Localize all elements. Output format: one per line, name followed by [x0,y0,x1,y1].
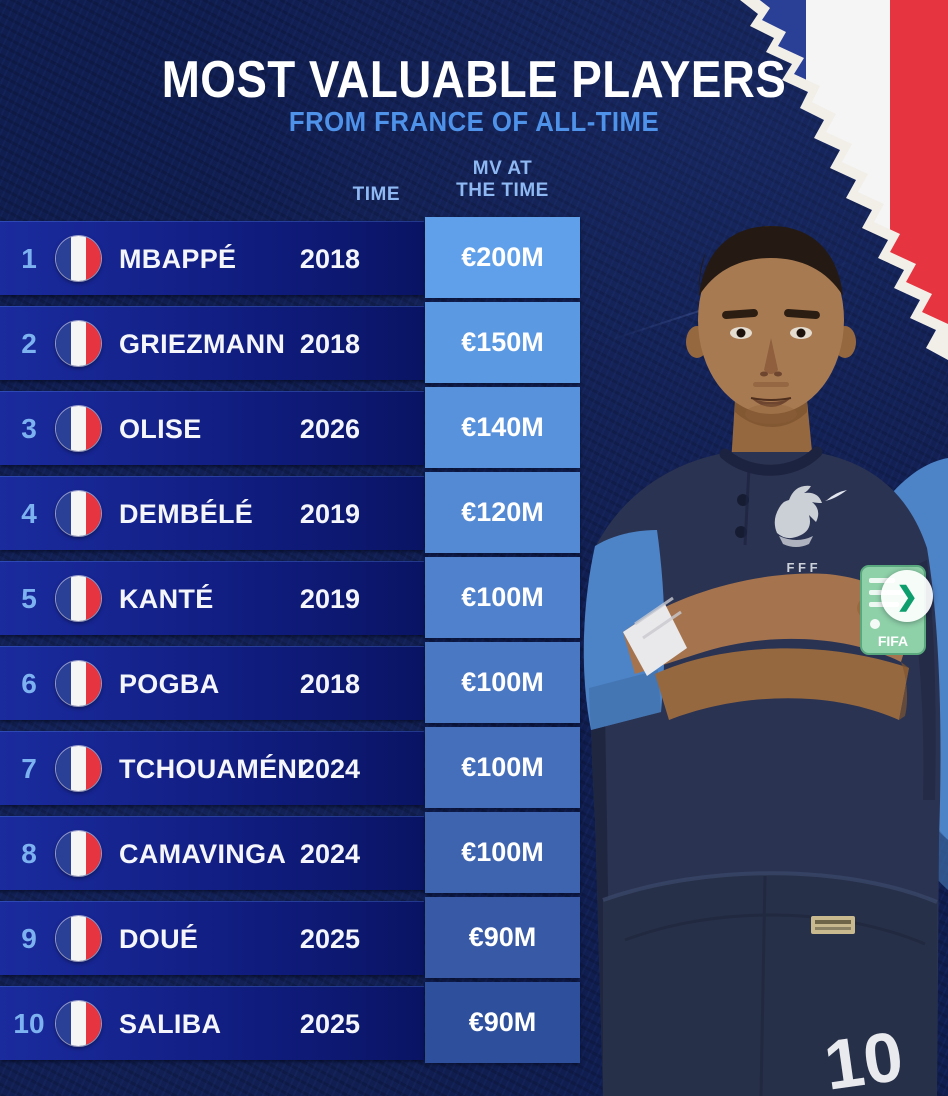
time-value: 2025 [299,1009,360,1039]
market-value-cell: €90M [425,897,580,978]
player-head [686,226,856,424]
time-value: 2025 [299,924,360,954]
rank-label: 7 [21,753,37,784]
market-value-cell: €100M [425,727,580,808]
page-title: MOST VALUABLE PLAYERS [161,51,787,109]
france-flag-icon [56,491,101,536]
jersey-collar [719,446,823,476]
time-value: 2018 [299,329,360,359]
page-subtitle: FROM FRANCE OF ALL-TIME [288,106,660,137]
time-value: 2024 [299,839,360,869]
france-flag-icon [56,236,101,281]
table-row: 2 GRIEZMANN 2018 €150M [0,302,583,383]
table-row: 1 MBAPPÉ 2018 €200M [0,217,583,298]
players-table: 1 MBAPPÉ 2018 €200M 2 GRIEZMANN 2018 €15… [0,217,583,1071]
player-name: KANTÉ [119,584,214,614]
rank-label: 5 [21,583,37,614]
table-row: 4 DEMBÉLÉ 2019 €120M [0,472,583,553]
table-row-main: 6 POGBA 2018 [0,646,424,720]
rank-label: 2 [21,328,37,359]
rank-label: 10 [13,1008,45,1039]
time-value: 2019 [299,499,360,529]
time-value: 2024 [299,754,360,784]
jersey-number: 10 [820,1017,908,1096]
table-row-main: 8 CAMAVINGA 2024 [0,816,424,890]
market-value-cell: €90M [425,982,580,1063]
table-row: 10 SALIBA 2025 €90M [0,982,583,1063]
france-flag-icon [56,406,101,451]
player-name: MBAPPÉ [119,244,237,274]
table-row: 3 OLISE 2026 €140M [0,387,583,468]
table-row-main: 10 SALIBA 2025 [0,986,424,1060]
table-row-main: 5 KANTÉ 2019 [0,561,424,635]
rank-label: 1 [21,243,37,274]
market-value-cell: €120M [425,472,580,553]
table-row-main: 3 OLISE 2026 [0,391,424,465]
player-shorts: 10 [602,871,938,1096]
carousel-next-button[interactable]: ❯ [881,570,933,622]
player-name: SALIBA [119,1009,222,1039]
rank-label: 8 [21,838,37,869]
table-row-main: 9 DOUÉ 2025 [0,901,424,975]
table-row-main: 7 TCHOUAMÉNI 2024 [0,731,424,805]
player-name: CAMAVINGA [119,839,287,869]
table-row: 5 KANTÉ 2019 €100M [0,557,583,638]
market-value-cell: €100M [425,812,580,893]
table-row: 9 DOUÉ 2025 €90M [0,897,583,978]
rank-label: 3 [21,413,37,444]
column-header-mv: MV AT THE TIME [425,158,580,202]
time-value: 2019 [299,584,360,614]
france-flag-icon [56,576,101,621]
player-name: TCHOUAMÉNI [119,754,305,784]
time-value: 2026 [299,414,360,444]
time-value: 2018 [299,669,360,699]
market-value-cell: €140M [425,387,580,468]
table-row: 8 CAMAVINGA 2024 €100M [0,812,583,893]
time-value: 2018 [299,244,360,274]
france-flag-icon [56,321,101,366]
market-value-cell: €100M [425,642,580,723]
france-flag-icon [56,1001,101,1046]
table-row: 6 POGBA 2018 €100M [0,642,583,723]
table-row: 7 TCHOUAMÉNI 2024 €100M [0,727,583,808]
jersey-crest-label: F F F [786,560,817,575]
player-name: OLISE [119,414,202,444]
table-row-main: 2 GRIEZMANN 2018 [0,306,424,380]
market-value-cell: €100M [425,557,580,638]
france-flag-icon [56,831,101,876]
column-header-mv-line2: THE TIME [456,180,549,201]
player-name: DOUÉ [119,924,199,954]
rank-label: 9 [21,923,37,954]
france-flag-icon [56,746,101,791]
market-value-cell: €150M [425,302,580,383]
market-value-cell: €200M [425,217,580,298]
player-name: DEMBÉLÉ [119,499,254,529]
jersey-left-sleeve [583,530,665,730]
player-name: GRIEZMANN [119,329,286,359]
rank-label: 6 [21,668,37,699]
player-name: POGBA [119,669,220,699]
rank-label: 4 [21,498,37,529]
france-flag-icon [56,661,101,706]
table-row-main: 4 DEMBÉLÉ 2019 [0,476,424,550]
france-flag-icon [56,916,101,961]
player-photo-mbappe: F F F FRANCE · 23 JUIN [583,226,948,1096]
column-header-time: TIME [352,184,400,205]
swoosh-icon [825,490,847,501]
table-row-main: 1 MBAPPÉ 2018 [0,221,424,295]
column-header-mv-line1: MV AT [472,158,533,179]
fifa-patch-label: FIFA [878,633,908,649]
